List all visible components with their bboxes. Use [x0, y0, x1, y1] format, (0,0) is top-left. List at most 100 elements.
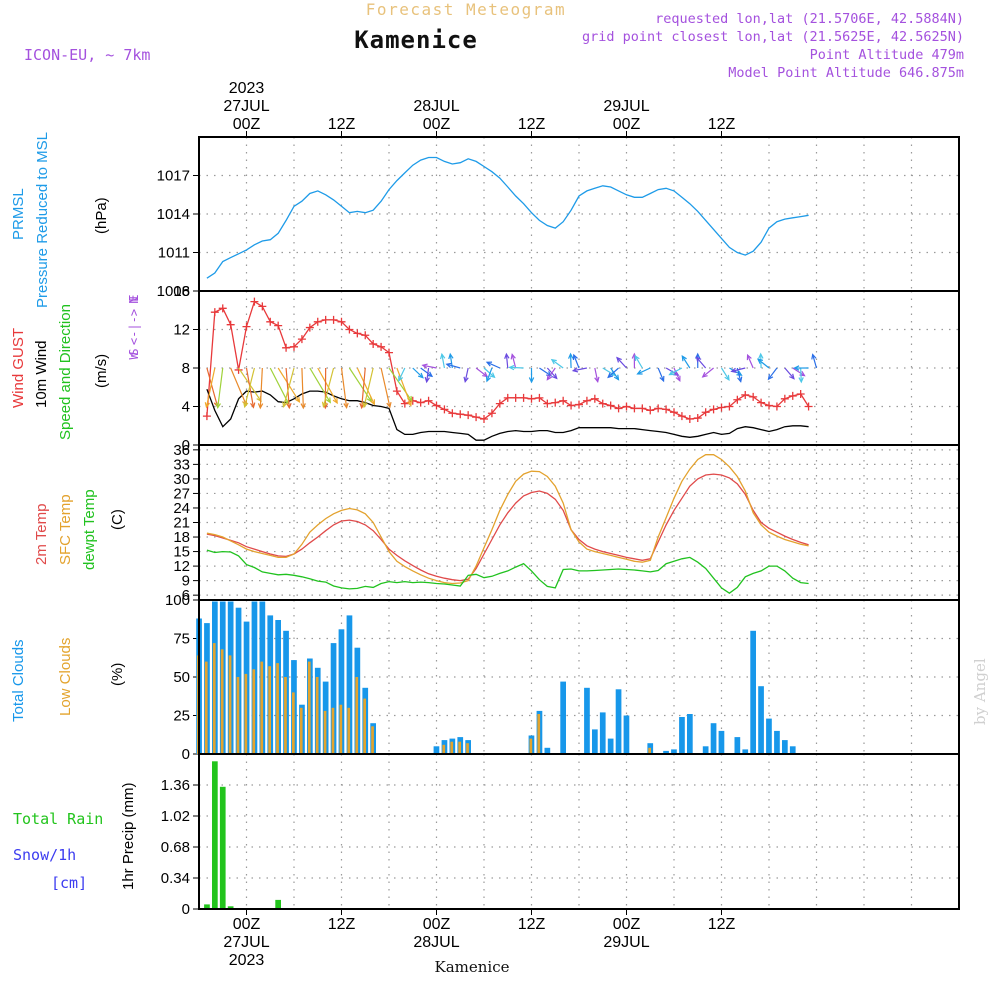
- clouds-bar-total-clouds: [584, 687, 590, 754]
- precip-bar-total-rain: [204, 904, 210, 909]
- gust-marker: [685, 415, 694, 424]
- top-time-label: 2023: [229, 80, 265, 97]
- gust-marker: [780, 394, 789, 403]
- clouds-bar-low-clouds: [220, 649, 224, 754]
- clouds-bar-low-clouds: [228, 655, 232, 754]
- gust-marker: [361, 331, 370, 340]
- wind-arrow-head: [485, 361, 493, 367]
- wind-arrow-head: [571, 367, 579, 373]
- wind-direction-arrow: [509, 366, 524, 369]
- gust-marker: [440, 405, 449, 414]
- legend-north: N: [127, 296, 141, 303]
- wind-arrow-head: [243, 401, 249, 409]
- wind-panel: 0 4 8 12 16: [173, 283, 960, 454]
- clouds-bar-total-clouds: [663, 750, 669, 754]
- pressure-unit: (hPa): [93, 197, 110, 234]
- wind-direction-arrow: [702, 367, 714, 378]
- wind-direction-arrow: [259, 367, 263, 408]
- clouds-bar-low-clouds: [268, 666, 271, 754]
- wind-arrow-head: [257, 403, 264, 410]
- clouds-bar-low-clouds: [371, 726, 374, 754]
- gust-marker: [749, 392, 758, 401]
- wind-arrow-head: [370, 399, 375, 406]
- clouds-bar-total-clouds: [710, 723, 717, 754]
- wind-ytick-label: 16: [173, 283, 190, 300]
- top-time-label: 12Z: [518, 116, 546, 133]
- clouds-bar-total-clouds: [338, 629, 345, 754]
- wind-arrow-head: [294, 396, 301, 404]
- clouds-bar-total-clouds: [330, 643, 337, 754]
- wind-arrow-head: [724, 374, 730, 382]
- wind-direction-arrow: [363, 367, 374, 408]
- gust-marker: [527, 394, 536, 403]
- gust-marker: [670, 408, 678, 417]
- gust-marker: [804, 402, 813, 411]
- wind-direction-arrow: [217, 367, 224, 408]
- temperature-ytick-label: 36: [173, 442, 190, 459]
- wind-title: 10m Wind: [33, 340, 50, 408]
- gust-marker: [622, 402, 631, 411]
- wind-direction-arrow: [420, 367, 433, 377]
- clouds-bar-low-clouds: [292, 692, 295, 754]
- wind-direction-arrow: [681, 355, 691, 369]
- clouds-bar-total-clouds: [789, 746, 796, 754]
- wind-direction-arrow: [446, 363, 461, 369]
- gust-marker: [385, 348, 393, 357]
- gust-marker: [329, 315, 338, 324]
- wind-direction-arrow: [244, 367, 255, 407]
- model-label: ICON-EU, ~ 7km: [24, 46, 150, 64]
- gust-marker: [242, 322, 251, 331]
- wind-direction-arrow: [546, 367, 556, 380]
- clouds-bar-low-clouds: [307, 661, 311, 754]
- wind-direction-arrow: [426, 367, 430, 382]
- gust-marker: [757, 398, 766, 407]
- temperature-series-dewpt-temp: [206, 549, 809, 594]
- wind-direction-arrow: [657, 367, 665, 382]
- clouds-bar-total-clouds: [718, 730, 725, 754]
- wind-arrow-head: [508, 364, 515, 371]
- gust-marker: [290, 342, 298, 351]
- wind-direction-arrow: [348, 367, 372, 402]
- wind-direction-arrow: [594, 367, 599, 382]
- pressure-ytick-label: 1017: [157, 168, 190, 185]
- precip-frame: [198, 753, 960, 910]
- wind-arrow-head: [550, 358, 557, 365]
- clouds-bar-total-clouds: [592, 729, 598, 754]
- clouds-bar-total-clouds: [734, 737, 741, 754]
- wind-arrow-head: [730, 367, 737, 373]
- temperature-ytick-label: 12: [173, 558, 190, 575]
- gust-marker: [448, 409, 457, 418]
- precip-bar-total-rain: [227, 906, 234, 909]
- wind-direction-arrow: [757, 358, 770, 369]
- gust-marker: [543, 399, 552, 408]
- bottom-time-label: 27JUL: [223, 934, 269, 951]
- gust-marker: [456, 410, 465, 419]
- gust-marker: [337, 317, 346, 326]
- gust-marker: [464, 411, 473, 420]
- wind-direction-arrow: [637, 367, 651, 375]
- wind-direction-arrow: [768, 367, 778, 380]
- wind-arrow-head: [325, 397, 331, 404]
- gust-marker: [709, 405, 718, 414]
- wind-arrow-head: [613, 374, 620, 381]
- wind-arrow-head: [362, 401, 368, 409]
- wind-arrow-head: [504, 352, 510, 359]
- wind-arrow-head: [695, 356, 702, 363]
- wind-arrow-head: [767, 374, 774, 381]
- gust-marker: [511, 393, 520, 402]
- wind-direction-arrow: [340, 367, 348, 408]
- gust-marker: [788, 391, 797, 400]
- clouds-bar-total-clouds: [782, 740, 788, 754]
- wind-direction-arrow: [380, 367, 391, 408]
- clouds-bar-low-clouds: [363, 698, 366, 754]
- clouds-bar-low-clouds: [466, 743, 469, 754]
- wind-arrow-head: [756, 358, 764, 365]
- temperature-ytick-label: 18: [173, 529, 190, 546]
- clouds-bar-total-clouds: [671, 749, 677, 754]
- wind-direction-arrow: [486, 361, 501, 369]
- footer-location: Kamenice: [435, 958, 510, 976]
- wind-arrow-head: [489, 372, 496, 379]
- wind-direction-arrow: [283, 367, 295, 407]
- total-clouds-title: Total Clouds: [10, 639, 27, 722]
